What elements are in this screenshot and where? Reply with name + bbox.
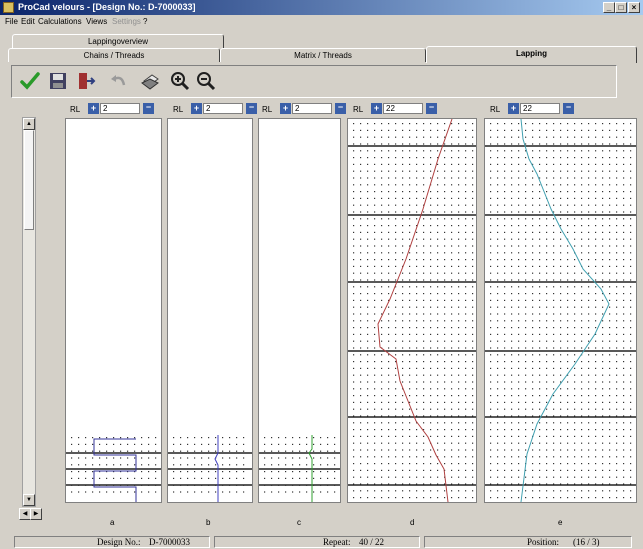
menu-settings: Settings [112,17,141,26]
zoom-out-icon[interactable] [194,69,218,93]
lapping-panel-d[interactable] [347,118,477,503]
column-label-b: b [206,518,211,527]
tab-lappingoverview[interactable]: Lappingoverview [12,34,224,48]
menu-bar: File Edit Calculations Views Settings ? [0,15,643,29]
toolbar [11,65,617,98]
lapping-trace [93,438,137,502]
increment-button-b[interactable]: + [191,103,202,114]
scroll-up-button[interactable]: ▲ [23,118,35,130]
status-design: Design No.: D-7000033 [14,536,210,548]
position-value: (16 / 3) [573,537,600,547]
lapping-trace [377,119,453,502]
increment-button-c[interactable]: + [280,103,291,114]
increment-button-e[interactable]: + [508,103,519,114]
lapping-panel-b[interactable] [167,118,253,503]
lapping-panel-c[interactable] [258,118,341,503]
column-label-e: e [558,518,563,527]
increment-button-d[interactable]: + [371,103,382,114]
tab-lapping[interactable]: Lapping [426,46,637,63]
horizontal-scroll[interactable]: ◀ ▶ [19,508,42,522]
design-number-label: Design No.: [97,537,141,547]
design-number-value: D-7000033 [149,537,190,547]
menu-views[interactable]: Views [86,17,108,26]
rl-label-d: RL [353,105,364,114]
lapping-panel-a[interactable] [65,118,162,503]
zoom-in-icon[interactable] [168,69,192,93]
repeat-label: Repeat: [323,537,351,547]
scroll-thumb[interactable] [24,130,34,230]
rl-label-b: RL [173,105,184,114]
column-label-a: a [110,518,115,527]
undo-icon[interactable] [106,69,130,93]
rl-label-a: RL [70,105,81,114]
column-label-d: d [410,518,415,527]
decrement-button-b[interactable]: − [246,103,257,114]
minimize-button[interactable]: _ [603,2,615,13]
lapping-grid [168,435,252,502]
scroll-right-button[interactable]: ▶ [30,508,42,520]
scroll-down-button[interactable]: ▼ [23,494,35,506]
menu-calculations[interactable]: Calculations [38,17,82,26]
menu-help[interactable]: ? [143,17,148,26]
decrement-button-d[interactable]: − [426,103,437,114]
tab-matrix-threads[interactable]: Matrix / Threads [220,48,426,62]
lapping-panel-e[interactable] [484,118,637,503]
save-icon[interactable] [46,69,70,93]
value-input-a[interactable]: 2 [100,103,140,114]
lapping-trace [308,435,313,502]
lapping-grid [348,119,476,502]
decrement-button-a[interactable]: − [143,103,154,114]
maximize-button[interactable]: □ [615,2,627,13]
app-icon [3,2,14,13]
value-input-c[interactable]: 2 [292,103,332,114]
rl-label-c: RL [262,105,273,114]
repeat-value: 40 / 22 [359,537,385,547]
status-position: Position: (16 / 3) [424,536,632,548]
lapping-trace [520,119,610,502]
tab-chains-threads[interactable]: Chains / Threads [8,48,220,62]
title-bar: ProCad velours - [Design No.: D-7000033]… [0,0,643,15]
lapping-trace [214,435,219,502]
exit-icon[interactable] [74,69,98,93]
position-label: Position: [527,537,560,547]
lapping-grid [485,119,636,502]
check-icon[interactable] [18,69,42,93]
increment-button-a[interactable]: + [88,103,99,114]
menu-edit[interactable]: Edit [21,17,35,26]
vertical-scrollbar[interactable]: ▲ ▼ [22,117,36,507]
decrement-button-c[interactable]: − [335,103,346,114]
rl-label-e: RL [490,105,501,114]
lapping-grid [259,435,340,502]
close-button[interactable]: × [628,2,640,13]
value-input-e[interactable]: 22 [520,103,560,114]
value-input-d[interactable]: 22 [383,103,423,114]
print-icon[interactable] [138,69,162,93]
column-label-c: c [297,518,301,527]
menu-file[interactable]: File [5,17,18,26]
status-bar: Design No.: D-7000033 Repeat: 40 / 22 Po… [0,534,643,549]
window-title: ProCad velours - [Design No.: D-7000033] [18,2,196,12]
value-input-b[interactable]: 2 [203,103,243,114]
decrement-button-e[interactable]: − [563,103,574,114]
status-repeat: Repeat: 40 / 22 [214,536,420,548]
lapping-grid [66,437,161,502]
